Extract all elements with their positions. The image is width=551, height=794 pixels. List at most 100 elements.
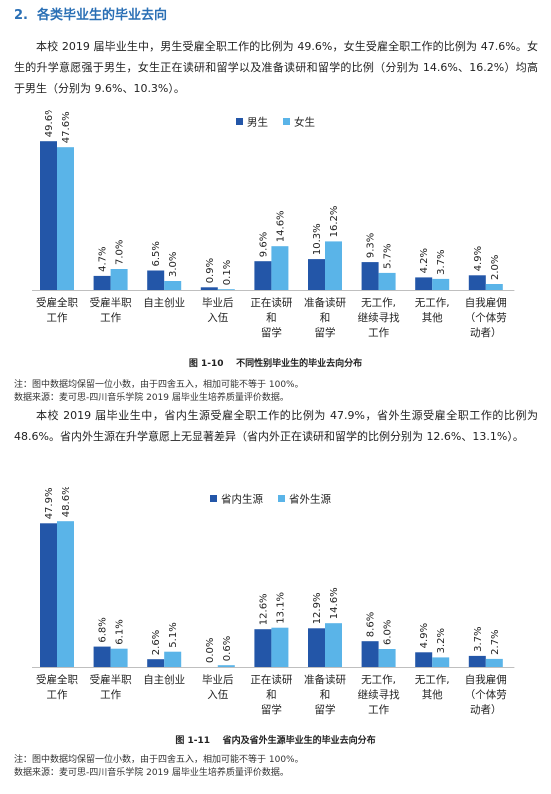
caption-figure-1-10: 图 1-10 不同性别毕业生的毕业去向分布 bbox=[0, 356, 551, 369]
data-label: 14.6% bbox=[275, 210, 286, 242]
bar bbox=[271, 627, 289, 667]
bar bbox=[254, 261, 272, 290]
data-label: 0.1% bbox=[222, 260, 233, 285]
category-label: （个体劳 bbox=[465, 311, 507, 324]
bar bbox=[57, 147, 74, 290]
category-label: 自主创业 bbox=[143, 296, 185, 309]
bar bbox=[485, 658, 503, 667]
category-label: 正在读研 bbox=[250, 673, 292, 686]
source-line: 数据来源：麦可思-四川音乐学院 2019 届毕业生培养质量评价数据。 bbox=[14, 768, 289, 778]
bar bbox=[415, 277, 433, 290]
bar bbox=[147, 659, 165, 667]
data-label: 47.9% bbox=[44, 488, 55, 520]
bar bbox=[361, 262, 379, 290]
data-label: 47.6% bbox=[61, 111, 72, 143]
category-label: 留学 bbox=[261, 326, 282, 339]
section-heading: 2. 各类毕业生的毕业去向 bbox=[14, 4, 167, 23]
data-label: 6.8% bbox=[98, 617, 109, 642]
data-label: 13.1% bbox=[275, 592, 286, 624]
legend-label: 省内生源 bbox=[221, 493, 263, 506]
category-label: 工作 bbox=[47, 312, 68, 324]
legend-label: 女生 bbox=[294, 116, 315, 129]
data-label: 3.7% bbox=[473, 626, 484, 651]
data-label: 10.3% bbox=[312, 223, 323, 255]
data-label: 0.0% bbox=[205, 638, 216, 663]
bar bbox=[485, 284, 503, 290]
data-label: 4.7% bbox=[98, 246, 109, 271]
note-line: 注：图中数据均保留一位小数，由于四舍五入，相加可能不等于 100%。 bbox=[14, 755, 304, 765]
data-label: 12.9% bbox=[312, 593, 323, 625]
bar bbox=[40, 141, 57, 290]
section-number: 2. bbox=[14, 8, 28, 23]
data-label: 7.0% bbox=[115, 240, 126, 265]
category-label: 无工作, bbox=[361, 297, 396, 309]
legend-swatch bbox=[236, 118, 243, 125]
category-label: 其他 bbox=[422, 311, 443, 324]
legend-swatch bbox=[210, 495, 217, 502]
data-label: 49.6% bbox=[44, 110, 55, 137]
bar bbox=[200, 287, 218, 290]
category-label: 准备读研 bbox=[304, 673, 346, 686]
bar bbox=[57, 521, 74, 667]
category-label: 无工作, bbox=[415, 674, 450, 686]
bar bbox=[110, 269, 128, 290]
bar bbox=[271, 246, 289, 290]
bar bbox=[254, 629, 272, 667]
category-label: 和 bbox=[320, 689, 331, 701]
category-label: 受雇全职 bbox=[36, 296, 78, 309]
section-title: 各类毕业生的毕业去向 bbox=[37, 8, 168, 23]
category-label: 正在读研 bbox=[250, 296, 292, 309]
data-label: 0.9% bbox=[205, 258, 216, 283]
category-label: 准备读研 bbox=[304, 296, 346, 309]
bar bbox=[164, 651, 182, 667]
category-label: （个体劳 bbox=[465, 688, 507, 701]
bar bbox=[432, 657, 450, 667]
paragraph-gender: 本校 2019 届毕业生中，男生受雇全职工作的比例为 49.6%，女生受雇全职工… bbox=[14, 40, 538, 95]
category-label: 受雇半职 bbox=[90, 296, 132, 309]
bar bbox=[468, 275, 486, 290]
category-label: 动者） bbox=[470, 327, 502, 339]
bar bbox=[325, 623, 342, 667]
bar bbox=[325, 241, 342, 290]
legend-swatch bbox=[283, 118, 290, 125]
data-label: 8.6% bbox=[366, 612, 377, 637]
bar bbox=[217, 289, 235, 290]
data-label: 4.9% bbox=[473, 246, 484, 271]
bar bbox=[361, 641, 379, 667]
legend-label: 省外生源 bbox=[289, 493, 331, 506]
notes-figure-1-10: 注：图中数据均保留一位小数，由于四舍五入，相加可能不等于 100%。 数据来源：… bbox=[14, 379, 304, 405]
data-label: 6.5% bbox=[151, 241, 162, 266]
data-label: 14.6% bbox=[329, 587, 340, 619]
data-label: 3.2% bbox=[436, 628, 447, 653]
bar bbox=[378, 272, 396, 290]
category-label: 继续寻找 bbox=[358, 688, 400, 701]
source-line: 数据来源：麦可思-四川音乐学院 2019 届毕业生培养质量评价数据。 bbox=[14, 393, 289, 403]
category-label: 工作 bbox=[47, 689, 68, 701]
bar bbox=[40, 523, 57, 667]
category-label: 工作 bbox=[100, 689, 121, 701]
note-line: 注：图中数据均保留一位小数，由于四舍五入，相加可能不等于 100%。 bbox=[14, 380, 304, 390]
category-label: 和 bbox=[320, 312, 331, 324]
caption-text: 省内及省外生源毕业生的毕业去向分布 bbox=[222, 736, 376, 746]
data-label: 16.2% bbox=[329, 206, 340, 238]
data-label: 9.3% bbox=[366, 233, 377, 258]
category-label: 和 bbox=[266, 312, 277, 324]
data-label: 12.6% bbox=[258, 593, 269, 625]
bar bbox=[164, 281, 182, 290]
caption-number: 图 1-11 bbox=[175, 736, 211, 746]
category-label: 留学 bbox=[261, 703, 282, 716]
paragraph-origin: 本校 2019 届毕业生中，省内生源受雇全职工作的比例为 47.9%，省外生源受… bbox=[14, 409, 538, 443]
category-label: 无工作, bbox=[415, 297, 450, 309]
data-label: 3.7% bbox=[436, 249, 447, 274]
category-label: 自我雇佣 bbox=[465, 296, 507, 309]
data-label: 0.6% bbox=[222, 636, 233, 661]
data-label: 5.1% bbox=[168, 622, 179, 647]
data-label: 3.0% bbox=[168, 252, 179, 277]
bar bbox=[93, 275, 111, 290]
data-label: 2.0% bbox=[490, 255, 501, 280]
bar bbox=[110, 648, 128, 667]
caption-number: 图 1-10 bbox=[188, 359, 224, 369]
data-label: 4.2% bbox=[419, 248, 430, 273]
